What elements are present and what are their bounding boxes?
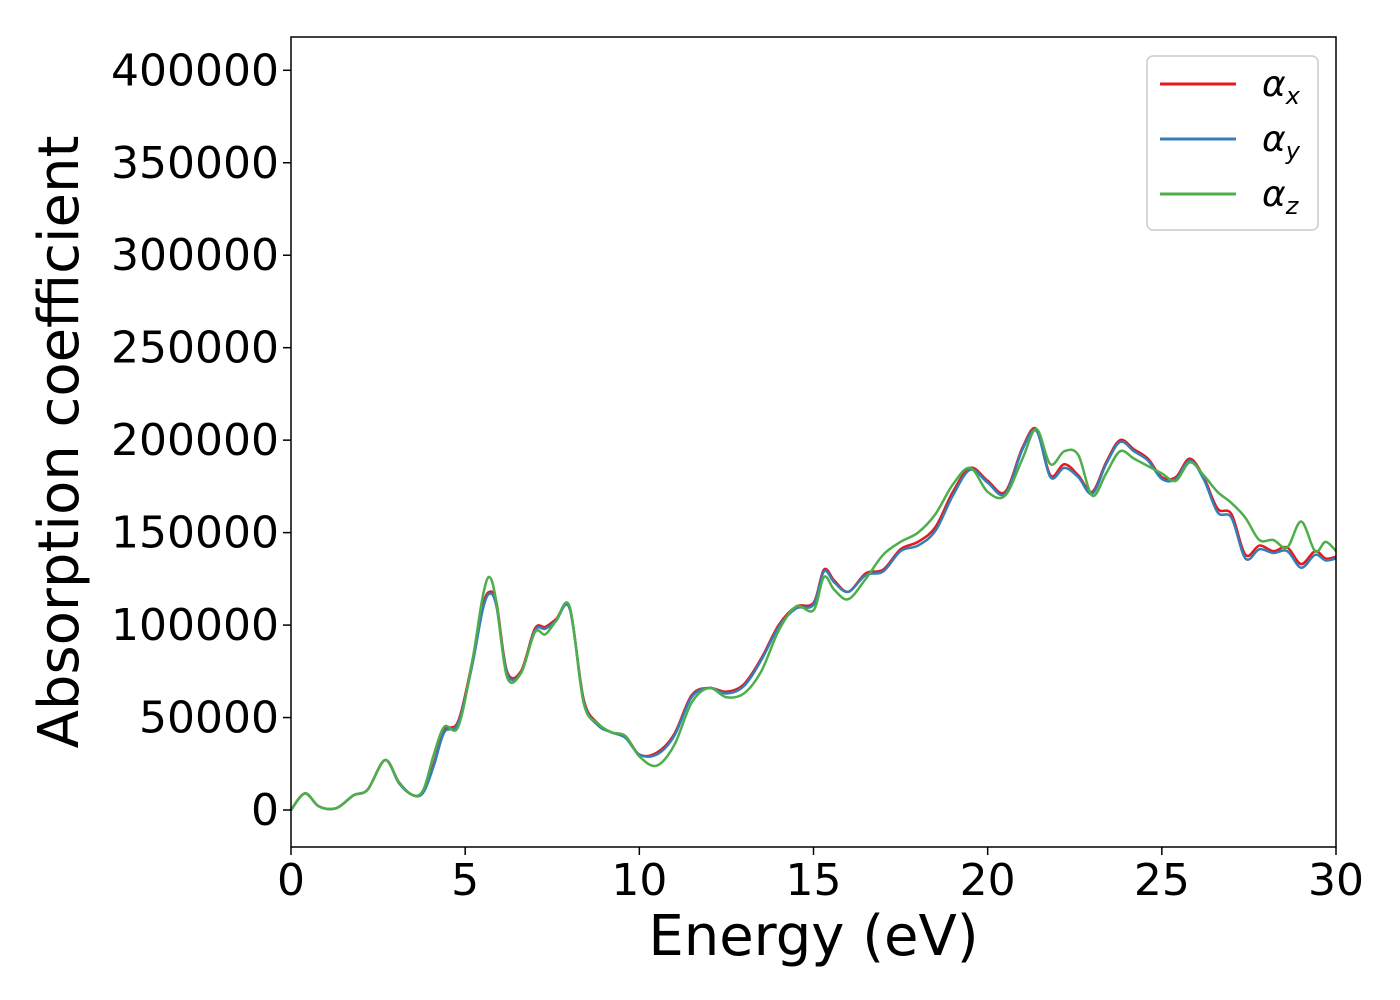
x-axis: 0 5 10 15 20 25 30 [277, 847, 1364, 906]
y-tick-label: 250000 [111, 323, 279, 374]
x-axis-label: Energy (eV) [648, 904, 978, 969]
legend-label-z: αz [1262, 174, 1300, 220]
legend: αx αy αz [1146, 55, 1319, 231]
series-layer [289, 426, 1337, 811]
y-tick-label: 350000 [111, 138, 279, 189]
x-tick-label: 5 [451, 855, 479, 906]
y-tick-label: 300000 [111, 230, 279, 281]
y-tick-label: 50000 [139, 693, 279, 744]
x-tick-label: 25 [1134, 855, 1190, 906]
y-axis: 0 50000 100000 150000 200000 250000 300000 3500… [111, 45, 291, 836]
y-tick-label: 100000 [111, 600, 279, 651]
x-tick-label: 20 [960, 855, 1016, 906]
series-line-z [289, 427, 1337, 811]
y-tick-label: 200000 [111, 415, 279, 466]
y-tick-label: 0 [251, 785, 279, 836]
y-axis-label: Absorption coefficient [27, 136, 92, 749]
legend-box [1146, 55, 1319, 231]
x-tick-label: 0 [277, 855, 305, 906]
legend-label-y: αy [1262, 119, 1301, 165]
y-tick-label: 400000 [111, 45, 279, 96]
legend-label-x: αx [1262, 64, 1301, 110]
y-tick-label: 150000 [111, 508, 279, 559]
x-tick-label: 30 [1308, 855, 1364, 906]
x-tick-label: 15 [786, 855, 842, 906]
x-tick-label: 10 [611, 855, 667, 906]
